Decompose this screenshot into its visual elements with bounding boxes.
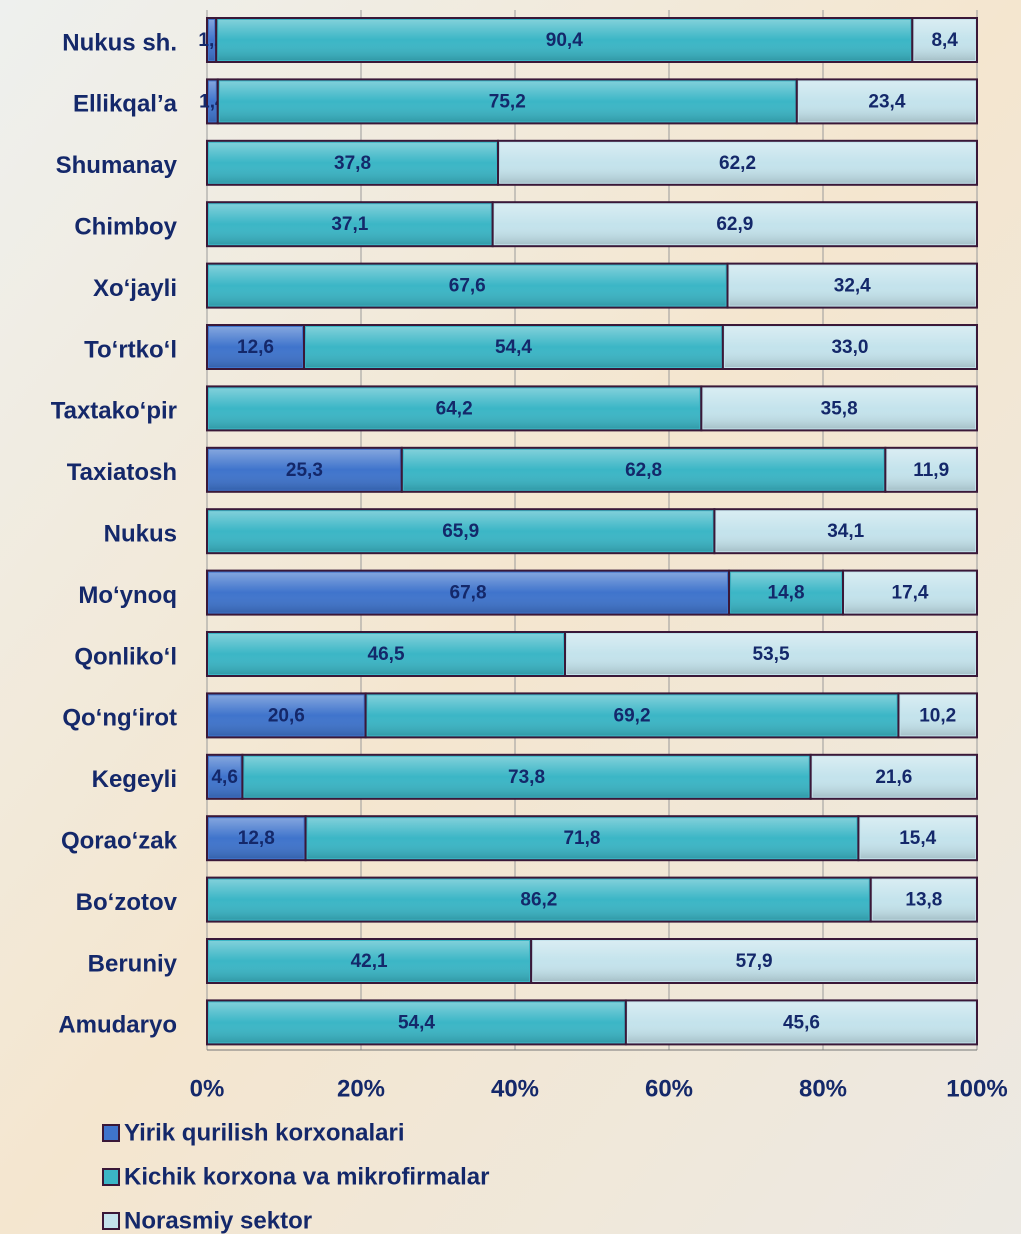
y-tick-label: To‘rtko‘l <box>84 336 177 363</box>
data-label: 33,0 <box>831 337 868 358</box>
data-label: 37,1 <box>331 214 368 235</box>
y-tick-label: Taxtako‘pir <box>51 398 177 425</box>
x-tick-label: 80% <box>799 1075 847 1102</box>
data-label: 45,6 <box>783 1012 820 1033</box>
y-tick-label: Qonliko‘l <box>74 643 177 670</box>
y-tick-label: Bo‘zotov <box>76 889 178 916</box>
data-label: 35,8 <box>821 398 858 419</box>
data-label: 20,6 <box>268 705 305 726</box>
data-label: 12,8 <box>238 828 275 849</box>
data-label: 54,4 <box>398 1012 435 1033</box>
data-label: 42,1 <box>351 951 388 972</box>
y-tick-label: Mo‘ynoq <box>78 582 177 609</box>
x-tick-label: 40% <box>491 1075 539 1102</box>
legend-swatch <box>103 1125 119 1141</box>
y-tick-label: Beruniy <box>88 950 178 977</box>
data-label: 57,9 <box>736 951 773 972</box>
data-label: 32,4 <box>834 276 871 297</box>
chart: 0%20%40%60%80%100%Nukus sh.1,290,48,4Ell… <box>0 0 1021 1234</box>
page: {"chart_data": {"type": "stacked-bar-100… <box>0 0 1021 1234</box>
data-label: 21,6 <box>875 767 912 788</box>
legend-label: Norasmiy sektor <box>124 1207 312 1234</box>
x-tick-label: 0% <box>190 1075 225 1102</box>
data-label: 86,2 <box>520 890 557 911</box>
data-label: 37,8 <box>334 153 371 174</box>
data-label: 62,8 <box>625 460 662 481</box>
data-label: 53,5 <box>753 644 790 665</box>
y-tick-label: Kegeyli <box>92 766 177 793</box>
data-label: 10,2 <box>919 705 956 726</box>
data-label: 17,4 <box>892 583 929 604</box>
data-label: 13,8 <box>905 890 942 911</box>
legend-label: Kichik korxona va mikrofirmalar <box>124 1163 489 1190</box>
data-label: 62,2 <box>719 153 756 174</box>
y-tick-label: Xo‘jayli <box>93 275 177 302</box>
y-tick-label: Amudaryo <box>58 1012 177 1039</box>
legend-label: Yirik qurilish korxonalari <box>124 1119 405 1146</box>
data-label: 46,5 <box>368 644 405 665</box>
data-label: 12,6 <box>237 337 274 358</box>
y-tick-label: Qorao‘zak <box>61 828 178 855</box>
data-label: 67,6 <box>449 276 486 297</box>
y-tick-label: Nukus sh. <box>62 29 177 56</box>
data-label: 64,2 <box>436 398 473 419</box>
y-tick-label: Taxiatosh <box>67 459 177 486</box>
data-label: 65,9 <box>442 521 479 542</box>
data-label: 8,4 <box>931 30 958 51</box>
data-label: 11,9 <box>913 460 949 481</box>
data-label: 73,8 <box>508 767 545 788</box>
data-label: 14,8 <box>768 583 805 604</box>
data-label: 34,1 <box>827 521 864 542</box>
y-tick-label: Nukus <box>104 521 177 548</box>
data-label: 54,4 <box>495 337 532 358</box>
data-label: 90,4 <box>546 30 583 51</box>
x-tick-label: 100% <box>946 1075 1007 1102</box>
data-label: 75,2 <box>489 91 526 112</box>
data-label: 71,8 <box>563 828 600 849</box>
data-label: 67,8 <box>450 583 487 604</box>
data-label: 4,6 <box>211 767 237 788</box>
data-label: 69,2 <box>614 705 651 726</box>
y-tick-label: Shumanay <box>56 152 178 179</box>
data-label: 15,4 <box>899 828 936 849</box>
y-tick-label: Ellikqal’a <box>73 91 178 118</box>
legend-swatch <box>103 1169 119 1185</box>
x-tick-label: 20% <box>337 1075 385 1102</box>
data-label: 25,3 <box>286 460 323 481</box>
y-tick-label: Qo‘ng‘irot <box>62 705 177 732</box>
x-tick-label: 60% <box>645 1075 693 1102</box>
y-tick-label: Chimboy <box>74 214 177 241</box>
legend-swatch <box>103 1213 119 1229</box>
data-label: 23,4 <box>868 91 905 112</box>
data-label: 62,9 <box>716 214 753 235</box>
